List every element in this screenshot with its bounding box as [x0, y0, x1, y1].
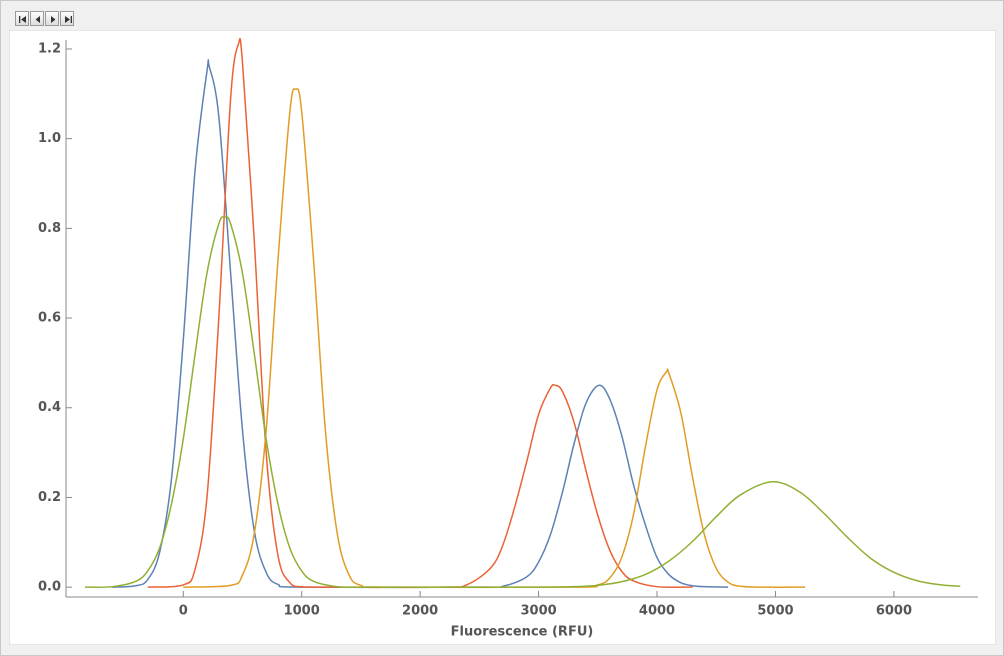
next-button[interactable] — [45, 11, 59, 26]
first-button[interactable] — [15, 11, 29, 26]
line-series — [84, 216, 961, 588]
y-tick-label: 0.8 — [38, 221, 61, 236]
prev-button[interactable] — [30, 11, 44, 26]
x-tick-label: 4000 — [639, 604, 675, 619]
x-tick-label: 2000 — [402, 604, 438, 619]
x-tick-label: 3000 — [520, 604, 556, 619]
y-tick-label: 0.4 — [38, 400, 61, 415]
navigation — [15, 11, 75, 26]
y-tick-label: 0.0 — [38, 580, 61, 595]
y-tick-label: 1.0 — [38, 131, 61, 146]
y-tick-label: 0.2 — [38, 490, 61, 505]
plot-background — [9, 30, 996, 645]
last-button[interactable] — [60, 11, 74, 26]
x-axis-label: Fluorescence (RFU) — [451, 625, 594, 640]
x-tick-label: 0 — [179, 604, 188, 619]
x-tick-label: 5000 — [757, 604, 793, 619]
chart: 0.0 0.2 0.4 0.6 0.8 1.0 1.2 0 1000 2000 3000 4000 50… — [9, 30, 996, 645]
y-tick-label: 1.2 — [38, 41, 61, 56]
y-tick-label: 0.6 — [38, 311, 61, 326]
x-tick-label: 6000 — [876, 604, 912, 619]
x-tick-label: 1000 — [284, 604, 320, 619]
